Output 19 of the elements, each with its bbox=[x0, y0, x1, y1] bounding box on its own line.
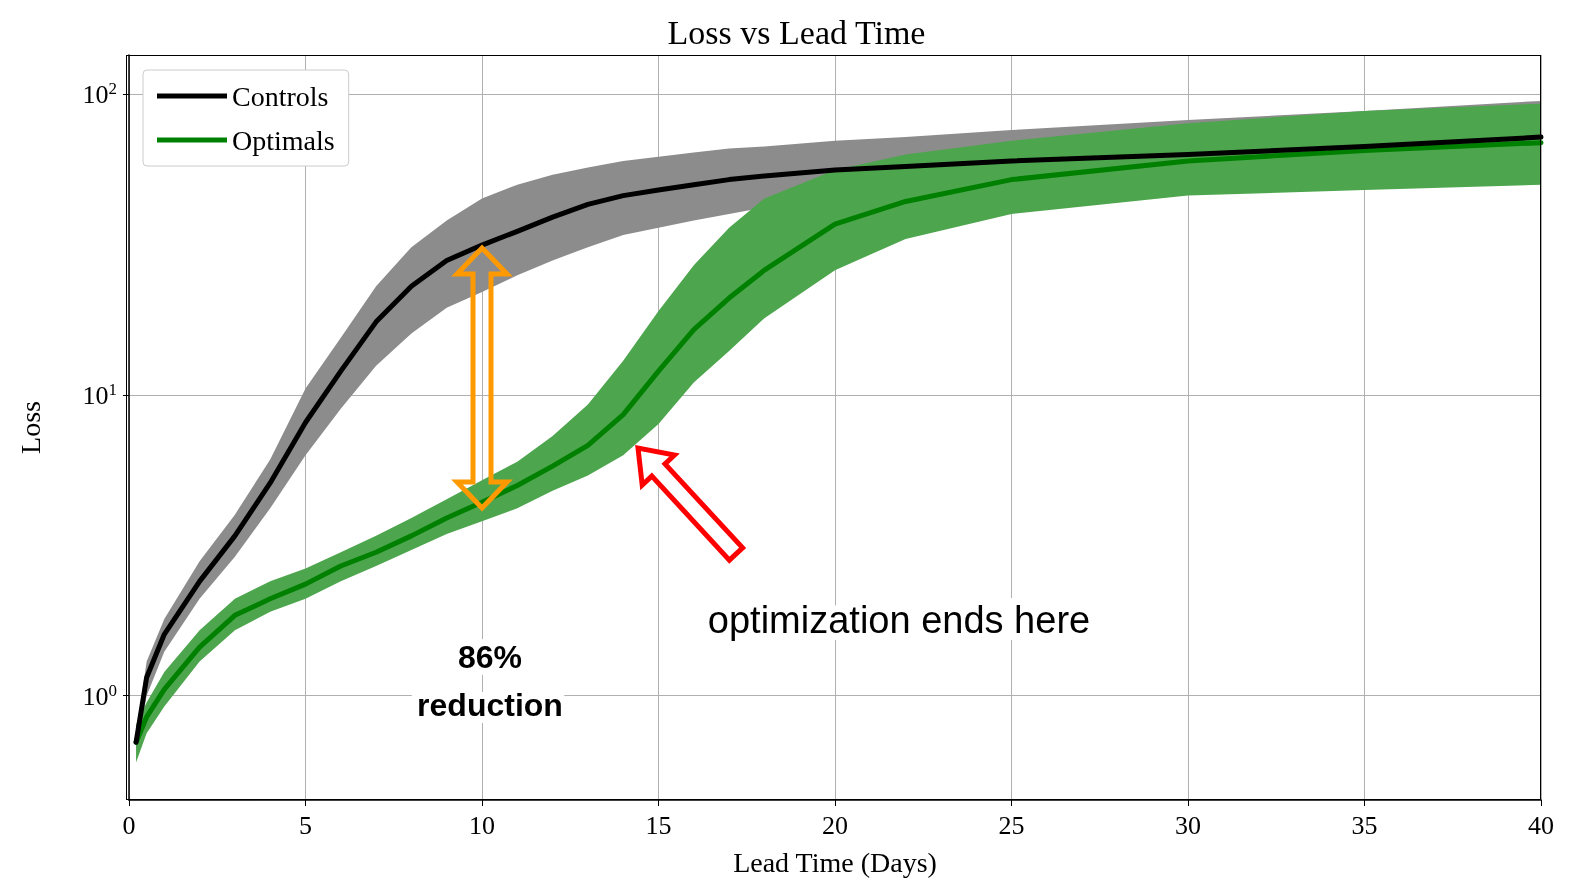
annotation: optimization ends here bbox=[707, 599, 1091, 641]
x-tick-label: 35 bbox=[1351, 811, 1378, 840]
annotation: 86% reduction bbox=[417, 639, 563, 723]
x-axis-title: Lead Time (Days) bbox=[733, 846, 937, 878]
x-tick-label: 20 bbox=[822, 811, 848, 840]
x-tick-label: 5 bbox=[299, 811, 312, 840]
chart-title: Loss vs Lead Time bbox=[667, 13, 926, 51]
x-tick-label: 30 bbox=[1175, 811, 1201, 840]
legend-label: Controls bbox=[232, 80, 329, 112]
x-tick-label: 40 bbox=[1528, 811, 1554, 840]
y-axis-title: Loss bbox=[14, 401, 46, 454]
y-tick-label: 10$^{1}$ bbox=[82, 379, 117, 410]
legend-label: Optimals bbox=[232, 124, 335, 156]
x-tick-label: 25 bbox=[998, 811, 1025, 840]
x-tick-label: 10 bbox=[469, 811, 495, 840]
x-tick-label: 15 bbox=[645, 811, 672, 840]
y-tick-label: 10$^{0}$ bbox=[82, 680, 117, 711]
y-tick-label: 10$^{2}$ bbox=[82, 78, 117, 110]
x-tick-label: 0 bbox=[122, 811, 136, 840]
